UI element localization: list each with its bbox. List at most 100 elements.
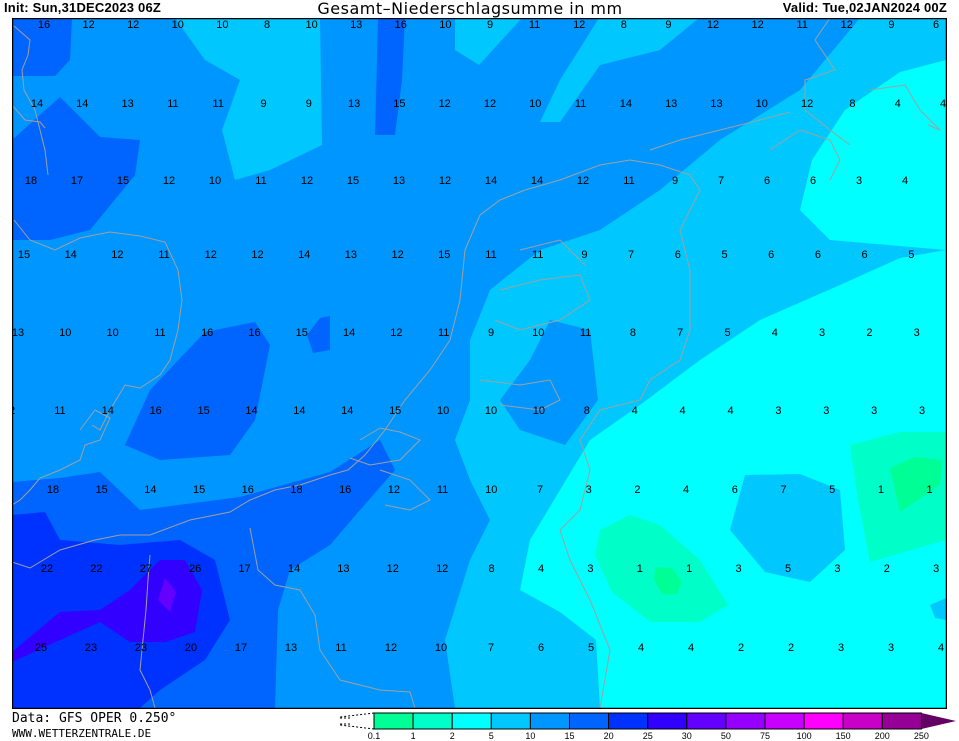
grid-value: 11 [796, 19, 807, 31]
grid-value: 14 [620, 98, 632, 110]
grid-value: 7 [628, 249, 634, 261]
grid-value: 4 [772, 327, 778, 339]
grid-value: 15 [18, 249, 30, 261]
grid-value: 2 [12, 405, 15, 417]
grid-value: 15 [197, 405, 209, 417]
legend-label: 10 [525, 731, 535, 741]
grid-value: 10 [59, 327, 71, 339]
grid-value: 26 [189, 563, 201, 575]
grid-value: 12 [82, 19, 94, 31]
legend-swatch [412, 712, 453, 730]
grid-value: 27 [140, 563, 152, 575]
grid-value: 3 [888, 642, 894, 654]
legend-swatch [686, 712, 727, 730]
grid-value: 12 [205, 249, 217, 261]
band-5-10-blob [730, 474, 946, 620]
grid-value: 11 [485, 249, 496, 261]
grid-value: 4 [938, 642, 944, 654]
grid-value: 12 [707, 19, 719, 31]
grid-value: 14 [65, 249, 77, 261]
grid-value: 11 [529, 19, 540, 31]
grid-value: 9 [488, 327, 494, 339]
grid-value: 9 [581, 249, 587, 261]
grid-value: 8 [584, 405, 590, 417]
legend-swatch [725, 712, 766, 730]
grid-value: 16 [242, 484, 254, 496]
grid-value: 5 [785, 563, 791, 575]
grid-value: 8 [849, 98, 855, 110]
grid-value: 15 [296, 327, 308, 339]
grid-value: 22 [41, 563, 53, 575]
grid-value: 3 [819, 327, 825, 339]
grid-value: 12 [127, 19, 139, 31]
grid-value: 14 [298, 249, 310, 261]
grid-value: 4 [638, 642, 644, 654]
grid-value: 12 [391, 249, 403, 261]
grid-value: 8 [621, 19, 627, 31]
legend-swatch [569, 712, 610, 730]
grid-value: 12 [251, 249, 263, 261]
grid-value: 14 [31, 98, 43, 110]
grid-value: 11 [335, 642, 346, 654]
grid-value: 12 [163, 175, 175, 187]
grid-value: 1 [637, 563, 643, 575]
legend-label: 150 [836, 731, 851, 741]
grid-value: 9 [306, 98, 312, 110]
grid-value: 4 [680, 405, 686, 417]
grid-value: 3 [871, 405, 877, 417]
grid-value: 14 [485, 175, 497, 187]
grid-value: 3 [587, 563, 593, 575]
grid-value: 8 [264, 19, 270, 31]
grid-value: 10 [485, 484, 497, 496]
grid-value: 6 [675, 249, 681, 261]
grid-value: 13 [665, 98, 677, 110]
grid-value: 17 [238, 563, 250, 575]
grid-value: 9 [260, 98, 266, 110]
value-labels: 16 12 12 10 10 8 10 13 16 10 9 11 12 8 9 12 12 11 12 9 614 14… [12, 19, 946, 654]
valid-time: Valid: Tue,02JAN2024 00Z [782, 0, 947, 15]
grid-value: 13 [345, 249, 357, 261]
legend-label: 1 [411, 731, 416, 741]
grid-value: 4 [688, 642, 694, 654]
grid-value: 25 [35, 642, 47, 654]
grid-value: 9 [888, 19, 894, 31]
grid-value: 6 [933, 19, 939, 31]
legend-swatch [647, 712, 688, 730]
grid-value: 13 [285, 642, 297, 654]
grid-value: 10 [756, 98, 768, 110]
map-frame [12, 18, 947, 709]
grid-value: 4 [683, 484, 689, 496]
grid-value: 14 [144, 484, 156, 496]
legend-label: 75 [760, 731, 770, 741]
grid-value: 10 [437, 405, 449, 417]
grid-value: 18 [25, 175, 37, 187]
grid-value: 10 [533, 405, 545, 417]
grid-value: 18 [47, 484, 59, 496]
legend-label: 0.1 [368, 731, 381, 741]
grid-value: 15 [117, 175, 129, 187]
grid-value: 12 [390, 327, 402, 339]
grid-value: 11 [255, 175, 266, 187]
grid-value: 13 [350, 19, 362, 31]
data-source: Data: GFS OPER 0.250° [12, 711, 177, 726]
legend-swatch [451, 712, 492, 730]
grid-value: 12 [751, 19, 763, 31]
grid-value: 23 [135, 642, 147, 654]
grid-value: 12 [841, 19, 853, 31]
grid-value: 4 [727, 405, 733, 417]
grid-value: 8 [630, 327, 636, 339]
grid-value: 10 [106, 327, 118, 339]
grid-value: 6 [768, 249, 774, 261]
grid-value: 1 [878, 484, 884, 496]
grid-value: 7 [488, 642, 494, 654]
precipitation-map: 16 12 12 10 10 8 10 13 16 10 9 11 12 8 9 12 12 11 12 9 614 14… [12, 18, 947, 709]
grid-value: 10 [172, 19, 184, 31]
band-30-50 [158, 578, 176, 612]
grid-value: 10 [529, 98, 541, 110]
grid-value: 2 [884, 563, 890, 575]
grid-value: 2 [866, 327, 872, 339]
grid-value: 12 [484, 98, 496, 110]
init-time: Init: Sun,31DEC2023 06Z [4, 0, 162, 15]
grid-value: 12 [436, 563, 448, 575]
grid-value: 3 [736, 563, 742, 575]
